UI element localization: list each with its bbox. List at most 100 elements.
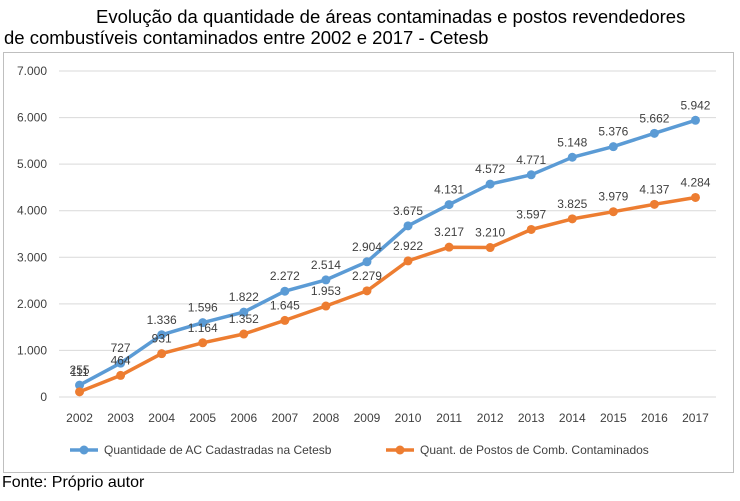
data-point-series-1 xyxy=(526,170,536,180)
legend-marker-1 xyxy=(79,445,89,455)
series-line-1 xyxy=(77,118,698,387)
data-label-series-2: 464 xyxy=(111,353,131,367)
y-tick-label: 4.000 xyxy=(17,204,47,218)
x-tick-label: 2004 xyxy=(148,411,175,425)
y-tick-label: 7.000 xyxy=(17,64,47,78)
data-point-series-1 xyxy=(649,128,659,138)
y-tick-label: 6.000 xyxy=(17,111,47,125)
data-label-series-2: 1.953 xyxy=(311,284,341,298)
data-point-series-2 xyxy=(116,370,126,380)
data-label-series-2: 111 xyxy=(70,365,89,379)
x-tick-label: 2003 xyxy=(107,411,134,425)
x-tick-label: 2009 xyxy=(354,411,381,425)
data-point-series-2 xyxy=(157,349,167,359)
data-label-series-1: 5.942 xyxy=(680,98,710,112)
data-label-series-1: 5.148 xyxy=(557,135,587,149)
data-point-series-2 xyxy=(403,256,413,266)
x-tick-label: 2013 xyxy=(518,411,545,425)
data-label-series-1: 2.514 xyxy=(311,258,341,272)
source-note: Fonte: Próprio autor xyxy=(2,474,145,491)
data-label-series-2: 2.279 xyxy=(352,269,382,283)
chart-title: Evolução da quantidade de áreas contamin… xyxy=(4,6,734,48)
data-label-series-1: 5.662 xyxy=(639,111,669,125)
data-point-series-2 xyxy=(690,192,700,202)
x-tick-label: 2002 xyxy=(66,411,93,425)
data-label-series-1: 1.596 xyxy=(188,301,218,315)
data-point-series-1 xyxy=(362,257,372,267)
data-point-series-2 xyxy=(198,338,208,348)
data-label-series-1: 5.376 xyxy=(598,125,628,139)
x-tick-label: 2015 xyxy=(600,411,627,425)
data-label-series-2: 1.352 xyxy=(229,312,259,326)
data-point-series-1 xyxy=(403,221,413,231)
data-point-series-2 xyxy=(485,243,495,253)
chart-frame xyxy=(3,52,734,473)
data-label-series-1: 4.131 xyxy=(434,183,464,197)
legend-marker-2 xyxy=(395,445,405,455)
series-line-2 xyxy=(77,195,698,394)
legend-label-1: Quantidade de AC Cadastradas na Cetesb xyxy=(104,443,332,457)
data-point-series-2 xyxy=(239,329,249,339)
y-tick-label: 0 xyxy=(40,390,47,404)
data-point-series-1 xyxy=(608,142,618,152)
x-tick-label: 2014 xyxy=(559,411,586,425)
data-label-series-2: 1.164 xyxy=(188,321,218,335)
data-label-series-2: 3.597 xyxy=(516,207,546,221)
data-point-series-1 xyxy=(239,307,249,317)
data-label-series-2: 3.210 xyxy=(475,226,505,240)
x-tick-label: 2012 xyxy=(477,411,504,425)
chart-title-line-1: Evolução da quantidade de áreas contamin… xyxy=(96,6,686,27)
data-point-series-2 xyxy=(280,315,290,325)
data-label-series-2: 4.284 xyxy=(680,175,710,189)
data-label-series-1: 727 xyxy=(111,341,131,355)
data-label-series-1: 255 xyxy=(70,363,90,377)
data-point-series-2 xyxy=(526,224,536,234)
data-point-series-1 xyxy=(75,380,85,390)
data-label-series-2: 4.137 xyxy=(639,182,669,196)
x-tick-label: 2010 xyxy=(395,411,422,425)
data-point-series-2 xyxy=(567,214,577,224)
y-tick-label: 2.000 xyxy=(17,297,47,311)
data-label-series-2: 1.645 xyxy=(270,298,300,312)
data-label-series-2: 2.922 xyxy=(393,239,423,253)
data-point-series-1 xyxy=(321,275,331,285)
data-point-series-2 xyxy=(362,286,372,296)
legend-label-2: Quant. de Postos de Comb. Contaminados xyxy=(420,443,649,457)
y-tick-label: 1.000 xyxy=(17,343,47,357)
data-point-series-1 xyxy=(690,115,700,125)
x-tick-label: 2011 xyxy=(436,411,462,425)
y-tick-label: 5.000 xyxy=(17,157,47,171)
data-point-series-2 xyxy=(608,207,618,217)
data-label-series-1: 2.272 xyxy=(270,269,300,283)
data-point-series-1 xyxy=(116,358,126,368)
data-point-series-2 xyxy=(649,199,659,209)
data-label-series-1: 1.336 xyxy=(147,313,177,327)
x-tick-label: 2016 xyxy=(641,411,668,425)
data-label-series-1: 1.822 xyxy=(229,290,259,304)
data-label-series-2: 931 xyxy=(152,332,172,346)
x-tick-label: 2017 xyxy=(682,411,709,425)
data-label-series-1: 4.572 xyxy=(475,162,505,176)
data-point-series-2 xyxy=(444,242,454,252)
data-point-series-1 xyxy=(198,318,208,328)
data-point-series-1 xyxy=(280,286,290,296)
x-tick-label: 2008 xyxy=(313,411,340,425)
x-tick-label: 2007 xyxy=(271,411,298,425)
data-point-series-1 xyxy=(157,330,167,340)
x-tick-label: 2005 xyxy=(189,411,216,425)
x-tick-label: 2006 xyxy=(230,411,257,425)
data-point-series-2 xyxy=(75,387,85,397)
chart-title-line-2: de combustíveis contaminados entre 2002 … xyxy=(4,27,489,48)
data-point-series-1 xyxy=(567,152,577,162)
data-label-series-1: 3.675 xyxy=(393,204,423,218)
data-point-series-1 xyxy=(485,179,495,189)
data-label-series-2: 3.217 xyxy=(434,225,464,239)
data-label-series-1: 4.771 xyxy=(516,153,546,167)
data-label-series-2: 3.979 xyxy=(598,190,628,204)
data-label-series-2: 3.825 xyxy=(557,197,587,211)
y-tick-label: 3.000 xyxy=(17,250,47,264)
data-label-series-1: 2.904 xyxy=(352,240,382,254)
data-point-series-2 xyxy=(321,301,331,311)
data-point-series-1 xyxy=(444,200,454,210)
